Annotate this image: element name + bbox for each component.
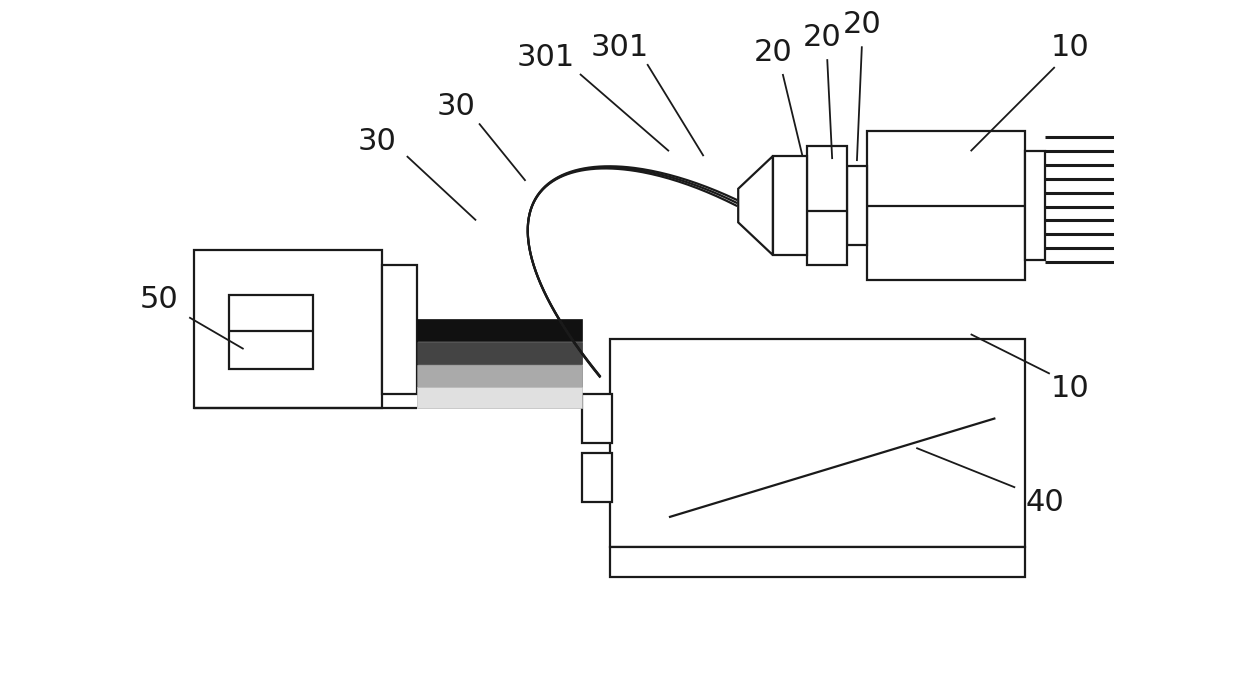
Bar: [582, 453, 612, 503]
Bar: [416, 342, 582, 364]
Text: 30: 30: [437, 92, 476, 121]
Text: 50: 50: [140, 285, 178, 314]
Text: 10: 10: [1051, 374, 1089, 403]
Text: 301: 301: [517, 43, 575, 72]
Text: 20: 20: [843, 10, 881, 39]
Text: 10: 10: [1051, 33, 1089, 62]
Text: 20: 20: [803, 23, 841, 52]
Bar: [195, 250, 382, 408]
Bar: [1025, 151, 1044, 260]
Bar: [582, 394, 612, 443]
Bar: [229, 295, 312, 369]
Polygon shape: [738, 156, 773, 255]
Bar: [382, 265, 416, 394]
Bar: [610, 547, 1025, 577]
Bar: [773, 156, 808, 255]
Bar: [416, 365, 582, 387]
Bar: [847, 166, 867, 245]
Bar: [808, 146, 847, 265]
Text: 40: 40: [1026, 488, 1064, 517]
Bar: [416, 319, 582, 341]
Bar: [610, 339, 1025, 547]
Bar: [416, 387, 582, 408]
Text: 20: 20: [753, 38, 792, 67]
Bar: [867, 131, 1025, 280]
Text: 301: 301: [590, 33, 649, 62]
Text: 30: 30: [358, 127, 396, 156]
